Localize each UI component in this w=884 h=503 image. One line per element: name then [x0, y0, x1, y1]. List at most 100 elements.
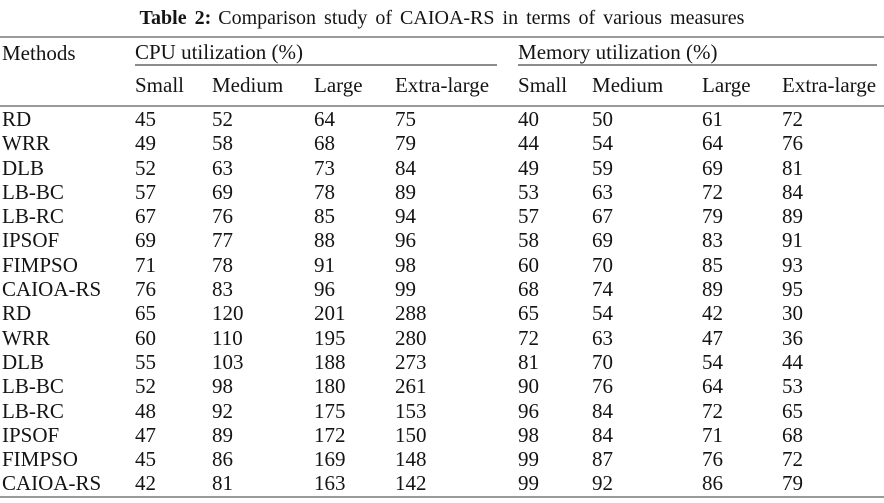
- value-cell: 98: [518, 422, 540, 447]
- value-cell: 148: [395, 447, 427, 472]
- value-cell: 91: [314, 252, 335, 277]
- table-row: DLB 55 103 188 273 81 70 54 44: [0, 350, 884, 374]
- method-cell: FIMPSO: [2, 447, 78, 472]
- value-cell: 169: [314, 447, 346, 472]
- value-cell: 63: [592, 325, 614, 350]
- value-cell: 195: [314, 325, 346, 350]
- method-cell: CAIOA-RS: [2, 277, 102, 302]
- value-cell: 89: [395, 179, 416, 204]
- value-cell: 52: [135, 374, 156, 399]
- column-header-cpu-medium: Medium: [212, 66, 314, 107]
- value-cell: 83: [212, 277, 233, 302]
- table-row: WRR 60 110 195 280 72 63 47 36: [0, 326, 884, 350]
- value-cell: 91: [782, 228, 804, 253]
- value-cell: 42: [135, 471, 156, 496]
- value-cell: 69: [135, 228, 156, 253]
- value-cell: 65: [135, 301, 156, 326]
- value-cell: 70: [592, 349, 614, 374]
- value-cell: 180: [314, 374, 346, 399]
- value-cell: 47: [135, 422, 156, 447]
- method-cell: DLB: [2, 155, 44, 180]
- column-header-methods: Methods: [0, 37, 135, 107]
- table-row: CAIOA-RS 42 81 163 142 99 92 86 79: [0, 471, 884, 496]
- value-cell: 76: [782, 131, 804, 156]
- value-cell: 64: [314, 107, 335, 131]
- table-row: FIMPSO 71 78 91 98 60 70 85 93: [0, 253, 884, 277]
- column-header-mem-small: Small: [518, 66, 593, 107]
- value-cell: 78: [314, 179, 335, 204]
- value-cell: 61: [702, 107, 724, 131]
- value-cell: 175: [314, 398, 346, 423]
- value-cell: 280: [395, 325, 427, 350]
- value-cell: 63: [212, 155, 233, 180]
- table-row: LB-BC 57 69 78 89 53 63 72 84: [0, 180, 884, 204]
- table-caption: Table 2: Comparison study of CAIOA-RS in …: [0, 0, 884, 36]
- value-cell: 59: [592, 155, 614, 180]
- value-cell: 54: [592, 301, 614, 326]
- value-cell: 84: [395, 155, 416, 180]
- value-cell: 54: [592, 131, 614, 156]
- table-row: IPSOF 47 89 172 150 98 84 71 68: [0, 423, 884, 447]
- value-cell: 60: [518, 252, 540, 277]
- value-cell: 76: [212, 204, 233, 229]
- value-cell: 44: [782, 349, 804, 374]
- value-cell: 153: [395, 398, 427, 423]
- value-cell: 172: [314, 422, 346, 447]
- value-cell: 65: [782, 398, 804, 423]
- table-row: DLB 52 63 73 84 49 59 69 81: [0, 156, 884, 180]
- value-cell: 72: [702, 179, 724, 204]
- value-cell: 57: [518, 204, 540, 229]
- table-row: LB-BC 52 98 180 261 90 76 64 53: [0, 374, 884, 398]
- table-row: LB-RC 67 76 85 94 57 67 79 89: [0, 204, 884, 228]
- value-cell: 92: [212, 398, 233, 423]
- value-cell: 40: [518, 107, 540, 131]
- column-group-cpu-utilization: CPU utilization (%): [135, 37, 518, 66]
- value-cell: 49: [135, 131, 156, 156]
- value-cell: 69: [592, 228, 614, 253]
- value-cell: 72: [518, 325, 540, 350]
- value-cell: 67: [135, 204, 156, 229]
- method-cell: WRR: [2, 325, 50, 350]
- method-cell: IPSOF: [2, 228, 60, 253]
- method-cell: RD: [2, 107, 32, 131]
- value-cell: 81: [212, 471, 233, 496]
- method-cell: LB-RC: [2, 204, 64, 229]
- table-row: CAIOA-RS 76 83 96 99 68 74 89 95: [0, 277, 884, 301]
- value-cell: 163: [314, 471, 346, 496]
- value-cell: 36: [782, 325, 804, 350]
- value-cell: 68: [314, 131, 335, 156]
- value-cell: 81: [518, 349, 540, 374]
- value-cell: 84: [592, 398, 614, 423]
- value-cell: 81: [782, 155, 804, 180]
- group-header-row: Methods CPU utilization (%) Memory utili…: [0, 37, 884, 107]
- value-cell: 69: [702, 155, 724, 180]
- table-row: WRR 49 58 68 79 44 54 64 76: [0, 131, 884, 155]
- value-cell: 58: [518, 228, 540, 253]
- value-cell: 30: [782, 301, 804, 326]
- value-cell: 52: [212, 107, 233, 131]
- value-cell: 58: [212, 131, 233, 156]
- value-cell: 89: [702, 277, 724, 302]
- value-cell: 95: [782, 277, 804, 302]
- value-cell: 88: [314, 228, 335, 253]
- column-header-mem-medium: Medium: [592, 66, 703, 107]
- column-header-cpu-large: Large: [314, 66, 395, 107]
- value-cell: 86: [702, 471, 724, 496]
- value-cell: 142: [395, 471, 427, 496]
- value-cell: 85: [702, 252, 724, 277]
- table-caption-text: Comparison study of CAIOA-RS in terms of…: [218, 7, 745, 29]
- value-cell: 188: [314, 349, 346, 374]
- value-cell: 65: [518, 301, 540, 326]
- value-cell: 72: [702, 398, 724, 423]
- value-cell: 79: [702, 204, 724, 229]
- value-cell: 110: [212, 325, 243, 350]
- value-cell: 150: [395, 422, 427, 447]
- comparison-table: Methods CPU utilization (%) Memory utili…: [0, 36, 884, 498]
- column-header-cpu-small: Small: [135, 66, 212, 107]
- table-row: LB-RC 48 92 175 153 96 84 72 65: [0, 399, 884, 423]
- value-cell: 96: [518, 398, 540, 423]
- value-cell: 48: [135, 398, 156, 423]
- method-cell: IPSOF: [2, 422, 60, 447]
- value-cell: 83: [702, 228, 724, 253]
